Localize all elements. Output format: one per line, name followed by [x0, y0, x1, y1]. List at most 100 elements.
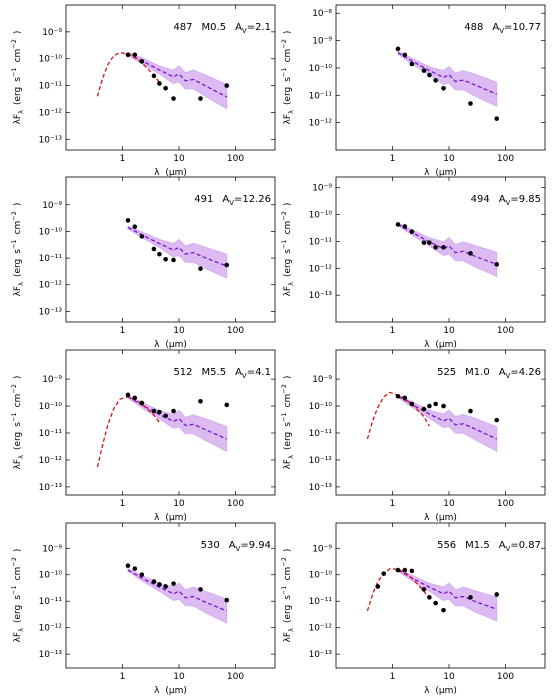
data-point [198, 266, 203, 271]
y-label-part: −2 [280, 39, 288, 49]
extinction-symbol: A [222, 194, 229, 205]
source-id: 530 [201, 540, 220, 551]
data-point [125, 392, 131, 398]
y-label-part: (erg [283, 432, 293, 450]
data-point [157, 409, 162, 415]
plot-area [96, 51, 230, 110]
data-point [224, 262, 230, 268]
axes-frame [65, 522, 276, 669]
axes-frame [335, 349, 546, 496]
y-label-part: −2 [10, 384, 18, 394]
data-point [421, 240, 427, 245]
y-tick-label: 10⁻¹³ [309, 483, 333, 493]
x-label-part: λ [154, 168, 160, 178]
data-point [409, 401, 415, 407]
y-label-part: ) [13, 376, 23, 380]
data-point [468, 595, 473, 600]
x-tick-label: 100 [227, 154, 244, 164]
axes-frame [65, 349, 276, 496]
y-tick-label: 10⁻⁹ [42, 375, 62, 385]
y-label-part: λF [13, 114, 23, 125]
data-point [125, 218, 131, 223]
x-tick-label: 100 [497, 499, 514, 509]
x-axis-label: λ (μm) [424, 340, 457, 350]
extinction-value: =4.26 [510, 367, 541, 378]
y-label-part: −2 [280, 557, 288, 567]
y-label-part: λF [283, 286, 293, 297]
data-point [402, 567, 408, 573]
axes-frame [65, 176, 276, 323]
plot-area [125, 218, 230, 279]
y-tick-label: 10⁻¹⁰ [39, 402, 63, 412]
data-point [409, 568, 415, 574]
x-tick-label: 10 [173, 326, 185, 336]
data-point [494, 592, 500, 597]
spectral-type: M1.5 [465, 540, 490, 551]
data-point [151, 579, 157, 584]
axes-frame [65, 4, 276, 151]
data-point [198, 587, 203, 592]
data-point [421, 587, 427, 592]
x-label-part: (μm) [165, 168, 187, 178]
data-point [198, 96, 203, 101]
x-label-part: λ [424, 168, 430, 178]
y-tick-label: 10⁻¹¹ [309, 91, 333, 101]
model-line [397, 395, 498, 440]
plot-area [366, 391, 500, 453]
y-tick-label: 10⁻¹¹ [39, 254, 63, 264]
extinction-subscript: V [506, 545, 511, 553]
data-point [441, 403, 446, 409]
axes-frame [335, 4, 546, 151]
y-tick-label: 10⁻¹³ [39, 483, 63, 493]
y-tick-label: 10⁻¹⁰ [39, 571, 63, 581]
y-label-part: λF [283, 632, 293, 643]
data-point [494, 417, 500, 423]
y-label-part: λ [17, 282, 25, 286]
x-tick-label: 1 [120, 326, 126, 336]
y-label-part: ) [13, 549, 23, 553]
y-label-part: s [13, 422, 23, 427]
y-axis-label: λFλ (erg s−1 cm−2) [10, 376, 25, 470]
x-tick-label: 10 [443, 326, 455, 336]
source-id: 494 [471, 194, 490, 205]
y-label-part: λ [287, 282, 295, 286]
data-point [427, 240, 432, 245]
data-point [139, 234, 145, 239]
y-label-part: (erg [13, 605, 23, 623]
y-tick-label: 10⁻¹⁰ [309, 211, 333, 221]
x-label-part: (μm) [435, 168, 457, 178]
data-point [132, 566, 138, 571]
source-id: 512 [173, 367, 192, 378]
x-tick-label: 10 [443, 499, 455, 509]
data-point [157, 251, 162, 257]
annotation: 530 AV=9.94 [201, 540, 271, 553]
y-label-part: (erg [13, 87, 23, 105]
x-label-part: (μm) [165, 686, 187, 696]
source-id: 487 [173, 22, 192, 33]
data-point [409, 61, 415, 67]
data-point [139, 400, 145, 406]
y-tick-label: 10⁻¹⁰ [309, 64, 333, 74]
axes-frame [335, 176, 546, 323]
y-tick-label: 10⁻¹² [39, 456, 63, 466]
model-line [127, 569, 227, 612]
y-tick-label: 10⁻¹⁰ [39, 55, 63, 65]
y-label-part: cm [283, 49, 293, 63]
source-id: 488 [464, 22, 483, 33]
extinction-value: =0.87 [510, 540, 541, 551]
x-tick-label: 1 [390, 672, 396, 682]
extinction-symbol: A [492, 22, 499, 33]
y-tick-label: 10⁻⁹ [42, 201, 62, 211]
y-label-part: −1 [280, 412, 288, 422]
extinction-value: =9.85 [510, 194, 541, 205]
extinction-value: =4.1 [247, 367, 271, 378]
x-axis-label: λ (μm) [154, 340, 187, 350]
extinction-symbol: A [235, 367, 242, 378]
y-tick-label: 10⁻¹¹ [309, 237, 333, 247]
y-label-part: −2 [10, 211, 18, 221]
data-point [494, 262, 500, 267]
x-label-part: λ [154, 340, 160, 350]
data-point [395, 222, 401, 227]
